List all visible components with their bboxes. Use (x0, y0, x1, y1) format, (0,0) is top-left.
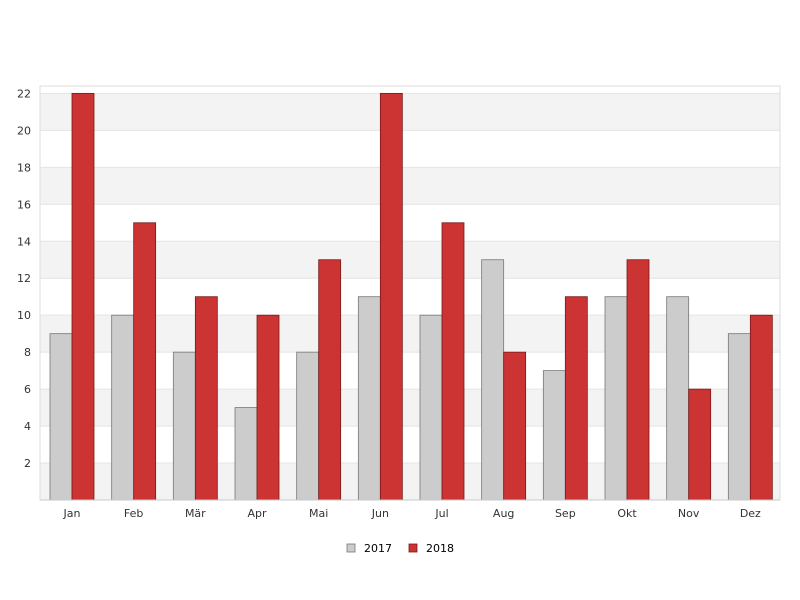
y-tick-label: 12 (17, 272, 31, 285)
x-tick-label: Sep (555, 507, 576, 520)
bar-2018-Feb (133, 222, 157, 501)
grid-band (40, 315, 780, 353)
bar-2018-Jul (441, 222, 465, 501)
bar-2017-Nov (666, 296, 690, 501)
grid-band (40, 130, 780, 168)
x-tick-label: Mär (185, 507, 206, 520)
x-tick-label: Jan (63, 507, 81, 520)
y-tick-label: 6 (24, 383, 31, 396)
x-tick-label: Okt (617, 507, 637, 520)
bar-2018-Apr (256, 314, 280, 501)
x-tick-label: Jun (371, 507, 389, 520)
y-tick-label: 8 (24, 346, 31, 359)
bar-2018-Mär (194, 296, 218, 501)
legend-swatch-2017 (346, 543, 356, 553)
grid-bands (40, 93, 780, 500)
bar-2018-Aug (503, 351, 527, 501)
grid-lines (40, 92, 780, 464)
bar-2017-Jan (49, 333, 73, 501)
bar-2017-Okt (604, 296, 628, 501)
y-tick-label: 10 (17, 309, 31, 322)
bar-2018-Jan (71, 92, 95, 501)
y-tick-label: 4 (24, 420, 31, 433)
grid-band (40, 241, 780, 279)
y-tick-label: 16 (17, 198, 31, 211)
grid-band (40, 389, 780, 427)
bar-2018-Sep (564, 296, 588, 501)
bar-series (49, 92, 773, 501)
bar-2018-Okt (626, 259, 650, 501)
legend: 2017 2018 (346, 542, 454, 555)
y-tick-label: 2 (24, 457, 31, 470)
bar-2017-Jul (419, 314, 443, 501)
legend-label-2017: 2017 (364, 542, 392, 555)
x-tick-label: Dez (740, 507, 761, 520)
bar-2018-Jun (379, 92, 403, 501)
grid-band (40, 352, 780, 390)
x-tick-label: Aug (493, 507, 514, 520)
y-tick-label: 20 (17, 124, 31, 137)
x-tick-label: Feb (124, 507, 143, 520)
grid-band (40, 167, 780, 205)
bar-2017-Dez (727, 333, 751, 501)
bar-2017-Sep (542, 370, 566, 501)
grid-band (40, 463, 780, 500)
bar-2017-Jun (357, 296, 381, 501)
bar-2017-Mär (172, 351, 196, 501)
grid-band (40, 93, 780, 131)
bar-2018-Dez (749, 314, 773, 501)
grid-band (40, 426, 780, 464)
y-tick-label: 22 (17, 87, 31, 100)
bar-2017-Feb (111, 314, 135, 501)
grid-band (40, 204, 780, 242)
x-tick-label: Nov (678, 507, 700, 520)
x-tick-label: Jul (434, 507, 448, 520)
legend-swatch-2018 (408, 543, 418, 553)
bar-2017-Apr (234, 407, 258, 501)
bar-2018-Nov (688, 388, 712, 501)
bar-2017-Mai (296, 351, 320, 501)
legend-label-2018: 2018 (426, 542, 454, 555)
bar-2018-Mai (318, 259, 342, 501)
y-tick-label: 14 (17, 235, 31, 248)
grid-band (40, 278, 780, 316)
y-axis-ticks: 2 4 6 8 10 12 14 16 18 20 22 (17, 87, 31, 470)
bar-2017-Aug (481, 259, 505, 501)
y-tick-label: 18 (17, 161, 31, 174)
x-tick-label: Mai (309, 507, 328, 520)
x-axis-ticks: Jan Feb Mär Apr Mai Jun Jul Aug Sep Okt Nov Dez (63, 507, 762, 520)
x-tick-label: Apr (247, 507, 267, 520)
